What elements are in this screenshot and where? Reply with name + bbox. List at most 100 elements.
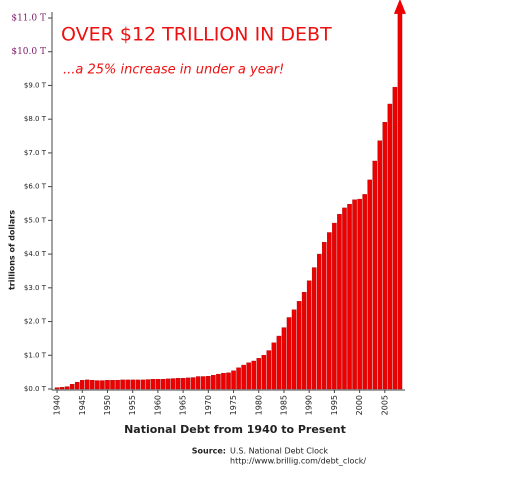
bar — [221, 372, 226, 390]
bar — [382, 122, 388, 390]
bar — [69, 384, 75, 390]
y-tick-label: $4.0 T — [24, 250, 47, 258]
bar — [135, 379, 140, 390]
bar — [185, 377, 191, 390]
bar — [362, 194, 367, 390]
source-label: Source: — [192, 447, 226, 456]
x-tick-label: 1995 — [330, 395, 339, 415]
y-tick-label: $10.0 T — [11, 47, 46, 57]
bar — [347, 203, 352, 390]
x-tick-label: 1990 — [305, 395, 314, 415]
bar — [296, 301, 302, 390]
bar — [145, 379, 151, 390]
chart-title: OVER $12 TRILLION IN DEBT — [61, 24, 332, 46]
x-tick-label: 1980 — [254, 395, 263, 415]
x-tick-label: 1975 — [229, 395, 238, 415]
bar — [281, 327, 287, 390]
bar — [150, 379, 156, 390]
bar — [286, 317, 292, 390]
bar — [372, 160, 378, 390]
bar — [115, 380, 120, 390]
y-axis-label: trillions of dollars — [8, 210, 17, 290]
bar — [155, 379, 161, 390]
bar — [160, 379, 166, 390]
bar — [311, 267, 317, 390]
bar — [342, 207, 347, 390]
bar — [74, 382, 80, 390]
x-tick-label: 1940 — [53, 395, 62, 415]
bar — [105, 380, 110, 390]
bar — [125, 379, 130, 390]
bar — [387, 103, 393, 390]
bar — [206, 375, 211, 390]
bar — [140, 379, 146, 390]
bar — [317, 253, 322, 390]
y-tick-label: $1.0 T — [24, 351, 47, 359]
bar — [231, 370, 236, 390]
bar — [367, 179, 372, 390]
bar — [352, 199, 357, 390]
y-tick-label: $6.0 T — [24, 183, 47, 191]
bar — [120, 379, 125, 390]
bar — [195, 376, 201, 390]
bar — [95, 380, 100, 390]
bar — [306, 280, 312, 390]
bar — [201, 376, 206, 390]
bar — [59, 387, 65, 390]
bar — [397, 7, 403, 390]
bar — [79, 380, 85, 390]
bar — [327, 232, 332, 390]
bar — [236, 367, 241, 390]
bar — [256, 358, 262, 390]
source-name: U.S. National Debt Clock — [230, 447, 328, 456]
bar — [170, 378, 176, 390]
x-tick-label: 1955 — [128, 395, 137, 415]
bar — [226, 372, 231, 390]
bar — [392, 86, 398, 390]
x-axis-label: National Debt from 1940 to Present — [124, 423, 346, 436]
y-tick-label: $2.0 T — [24, 318, 47, 326]
x-tick-label: 2005 — [380, 395, 389, 415]
bar — [64, 386, 70, 390]
x-tick-label: 1970 — [204, 395, 213, 415]
bar — [180, 378, 186, 390]
bar — [216, 373, 221, 390]
bar — [54, 387, 60, 390]
x-tick-label: 1965 — [179, 395, 188, 415]
bar — [241, 364, 246, 390]
bar — [190, 377, 196, 390]
x-tick-label: 2000 — [355, 395, 364, 415]
chart-subtitle: ...a 25% increase in under a year! — [63, 63, 284, 78]
bar — [276, 335, 282, 390]
bar — [337, 214, 342, 390]
bar — [322, 242, 327, 390]
x-tick-label: 1945 — [78, 395, 87, 415]
y-tick-label: $5.0 T — [24, 216, 47, 224]
bar — [110, 380, 115, 390]
bar — [90, 380, 95, 390]
bar — [291, 309, 297, 390]
bar — [377, 140, 383, 390]
bar — [175, 378, 181, 390]
y-tick-label: $7.0 T — [24, 149, 47, 157]
y-tick-label: $9.0 T — [24, 81, 47, 89]
bar — [301, 292, 307, 390]
bar — [165, 378, 171, 390]
source-url: http://www.brillig.com/debt_clock/ — [230, 457, 366, 466]
y-tick-label: $8.0 T — [24, 115, 47, 123]
bar — [251, 360, 256, 390]
bar — [266, 350, 272, 390]
y-tick-label: $3.0 T — [24, 284, 47, 292]
y-tick-label: $0.0 T — [24, 385, 47, 393]
bar — [130, 379, 135, 390]
bar — [85, 379, 90, 390]
y-tick-label: $11.0 T — [11, 14, 46, 24]
x-tick-label: 1950 — [103, 395, 112, 415]
bar — [332, 222, 337, 390]
bar — [261, 355, 267, 390]
bar — [271, 342, 277, 390]
bar — [211, 374, 216, 390]
x-tick-label: 1985 — [279, 395, 288, 415]
x-tick-label: 1960 — [153, 395, 162, 415]
